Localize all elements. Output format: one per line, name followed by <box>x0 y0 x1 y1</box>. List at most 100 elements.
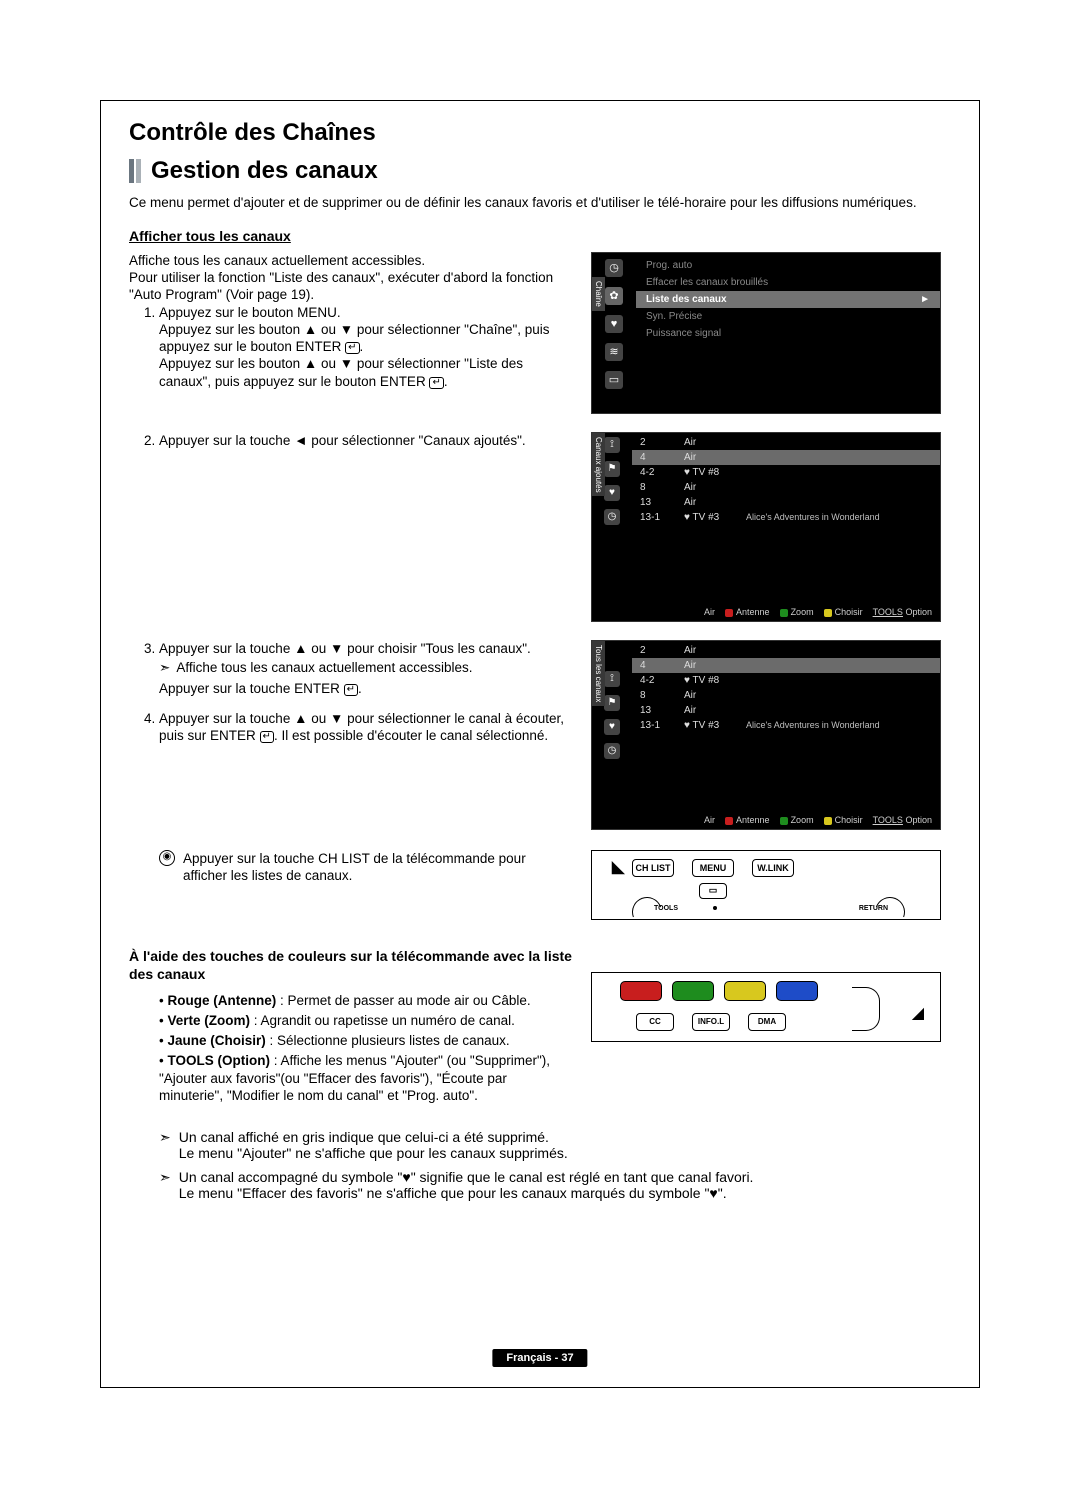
ch-row: 13-1♥ TV #3Alice's Adventures in Wonderl… <box>632 510 940 525</box>
note1-line1: Un canal affiché en gris indique que cel… <box>179 1129 549 1145</box>
menu-row: Syn. Précise <box>636 308 940 325</box>
ch-row-selected: 4Air <box>632 450 940 465</box>
remote-blue-button <box>776 981 818 1001</box>
tv-chlist-all: Tous les canaux ⟟ ⚑ ♥ ◷ 2Air 4Air 4-2♥ T… <box>591 640 941 830</box>
red-dot-icon <box>725 817 733 825</box>
showall-subhead: Afficher tous les canaux <box>129 228 951 244</box>
menu-row: Puissance signal <box>636 325 940 342</box>
ch-row: 4-2♥ TV #8 <box>632 465 940 480</box>
showall-desc2: Pour utiliser la fonction "Liste des can… <box>129 269 573 304</box>
menu-row: Prog. auto <box>636 257 940 274</box>
note2-line2: Le menu "Effacer des favoris" ne s'affic… <box>179 1185 727 1201</box>
remote-diagram-1: CH LIST MENU W.LINK ▭ ◣ TOOLS RETURN <box>591 850 941 920</box>
row-step2: Appuyer sur la touche ◄ pour sélectionne… <box>129 432 951 622</box>
bullet-green: Verte (Zoom) : Agrandit ou rapetisse un … <box>159 1012 573 1029</box>
remote-arrow-icon: ◣ <box>612 857 624 877</box>
menu-side-tab: Chaîne <box>592 277 605 311</box>
menu-row-selected: Liste des canaux ► <box>636 291 940 308</box>
note-arrow-icon: ➣ <box>159 1169 171 1201</box>
ch-row-selected: 4Air <box>632 658 940 673</box>
heart-icon: ♥ <box>605 315 623 333</box>
tv-menu-screenshot: Chaîne ◷ ✿ ♥ ≋ ▭ Prog. auto Effacer les … <box>591 252 941 414</box>
period: . <box>358 681 362 696</box>
green-dot-icon <box>780 817 788 825</box>
enter-icon: ↵ <box>345 342 359 354</box>
enter-icon: ↵ <box>260 731 274 743</box>
period: . <box>360 339 364 354</box>
menu-row: Effacer les canaux brouillés <box>636 274 940 291</box>
remote-yellow-button <box>724 981 766 1001</box>
remote-wlink-button: W.LINK <box>752 859 794 877</box>
remote-red-button <box>620 981 662 1001</box>
antenna-icon: ⟟ <box>604 437 620 453</box>
remote-menu-button: MENU <box>692 859 734 877</box>
row-step1: Affiche tous les canaux actuellement acc… <box>129 252 951 414</box>
section-header: Contrôle des Chaînes <box>129 119 951 147</box>
remote-diagram-2: CC INFO.L DMA ◢ <box>591 972 941 1042</box>
ch-row: 13-1♥ TV #3Alice's Adventures in Wonderl… <box>632 718 940 733</box>
remote-dma-button: DMA <box>748 1013 786 1031</box>
ch-row: 8Air <box>632 688 940 703</box>
gear-icon: ✿ <box>605 287 623 305</box>
period: . <box>444 374 448 389</box>
subsection-header: Gestion des canaux <box>129 157 951 185</box>
dot-icon <box>713 906 717 910</box>
ch-row: 4-2♥ TV #8 <box>632 673 940 688</box>
clock-icon: ◷ <box>605 259 623 277</box>
chlist-side-tab: Canaux ajoutés <box>592 433 605 497</box>
green-dot-icon <box>780 609 788 617</box>
step1-line3: Appuyez sur les bouton ▲ ou ▼ pour sélec… <box>159 356 523 388</box>
header-bars-icon <box>129 159 143 183</box>
step-2: Appuyer sur la touche ◄ pour sélectionne… <box>159 432 573 449</box>
flag-icon: ⚑ <box>604 695 620 711</box>
note-arrow-icon: ➣ <box>159 659 170 676</box>
step1-line1: Appuyez sur le bouton MENU. <box>159 305 341 320</box>
intro-text: Ce menu permet d'ajouter et de supprimer… <box>129 195 951 212</box>
row-remote-tip: ◉ Appuyer sur la touche CH LIST de la té… <box>129 850 951 920</box>
enter-icon: ↵ <box>344 684 358 696</box>
note1-line2: Le menu "Ajouter" ne s'affiche que pour … <box>179 1145 568 1161</box>
showall-desc1: Affiche tous les canaux actuellement acc… <box>129 252 573 269</box>
tv-chlist-added: Canaux ajoutés ⟟ ⚑ ♥ ◷ 2Air 4Air 4-2♥ TV… <box>591 432 941 622</box>
page-frame: Contrôle des Chaînes Gestion des canaux … <box>100 100 980 1388</box>
step3-line: Appuyer sur la touche ▲ ou ▼ pour choisi… <box>159 641 531 656</box>
step4-line2: . Il est possible d'écouter le canal sél… <box>274 728 548 743</box>
row-colors: À l'aide des touches de couleurs sur la … <box>129 942 951 1107</box>
clock-icon: ◷ <box>604 509 620 525</box>
remote-chlist-button: CH LIST <box>632 859 674 877</box>
remote-arrow-icon: ◢ <box>912 1003 924 1023</box>
remote-tools-label: TOOLS <box>654 905 678 912</box>
fav-channel-note: ➣ Un canal accompagné du symbole "♥" sig… <box>129 1169 951 1201</box>
ch-row: 2Air <box>632 435 940 450</box>
pip-icon: ▭ <box>605 371 623 389</box>
yellow-dot-icon <box>824 609 832 617</box>
ch-row: 8Air <box>632 480 940 495</box>
yellow-dot-icon <box>824 817 832 825</box>
bullet-red: Rouge (Antenne) : Permet de passer au mo… <box>159 992 573 1009</box>
remote-tip-text: Appuyer sur la touche CH LIST de la télé… <box>183 850 573 885</box>
note-arrow-icon: ➣ <box>159 1129 171 1161</box>
red-dot-icon <box>725 609 733 617</box>
step-1: Appuyez sur le bouton MENU. Appuyez sur … <box>159 304 573 390</box>
grey-channel-note: ➣ Un canal affiché en gris indique que c… <box>129 1129 951 1161</box>
heart-icon: ♥ <box>604 719 620 735</box>
subsection-title: Gestion des canaux <box>151 157 378 185</box>
page-footer: Français - 37 <box>492 1349 587 1367</box>
chlist-footer: Air Antenne Zoom Choisir TOOLS Option <box>592 603 940 621</box>
note2-line1: Un canal accompagné du symbole "♥" signi… <box>179 1169 754 1185</box>
ch-row: 13Air <box>632 495 940 510</box>
heart-icon: ♥ <box>604 485 620 501</box>
bullet-yellow: Jaune (Choisir) : Sélectionne plusieurs … <box>159 1032 573 1049</box>
ch-row: 13Air <box>632 703 940 718</box>
step3-note: Affiche tous les canaux actuellement acc… <box>176 659 472 676</box>
step-4: Appuyer sur la touche ▲ ou ▼ pour sélect… <box>159 710 573 745</box>
row-step34: Appuyer sur la touche ▲ ou ▼ pour choisi… <box>129 640 951 830</box>
signal-icon: ≋ <box>605 343 623 361</box>
remote-info-button: INFO.L <box>692 1013 730 1031</box>
antenna-icon: ⟟ <box>604 671 620 687</box>
step3-line2: Appuyer sur la touche ENTER <box>159 681 340 696</box>
ch-row: 2Air <box>632 643 940 658</box>
remote-cc-button: CC <box>636 1013 674 1031</box>
clock-icon: ◷ <box>604 743 620 759</box>
remote-box-icon: ▭ <box>699 883 727 899</box>
